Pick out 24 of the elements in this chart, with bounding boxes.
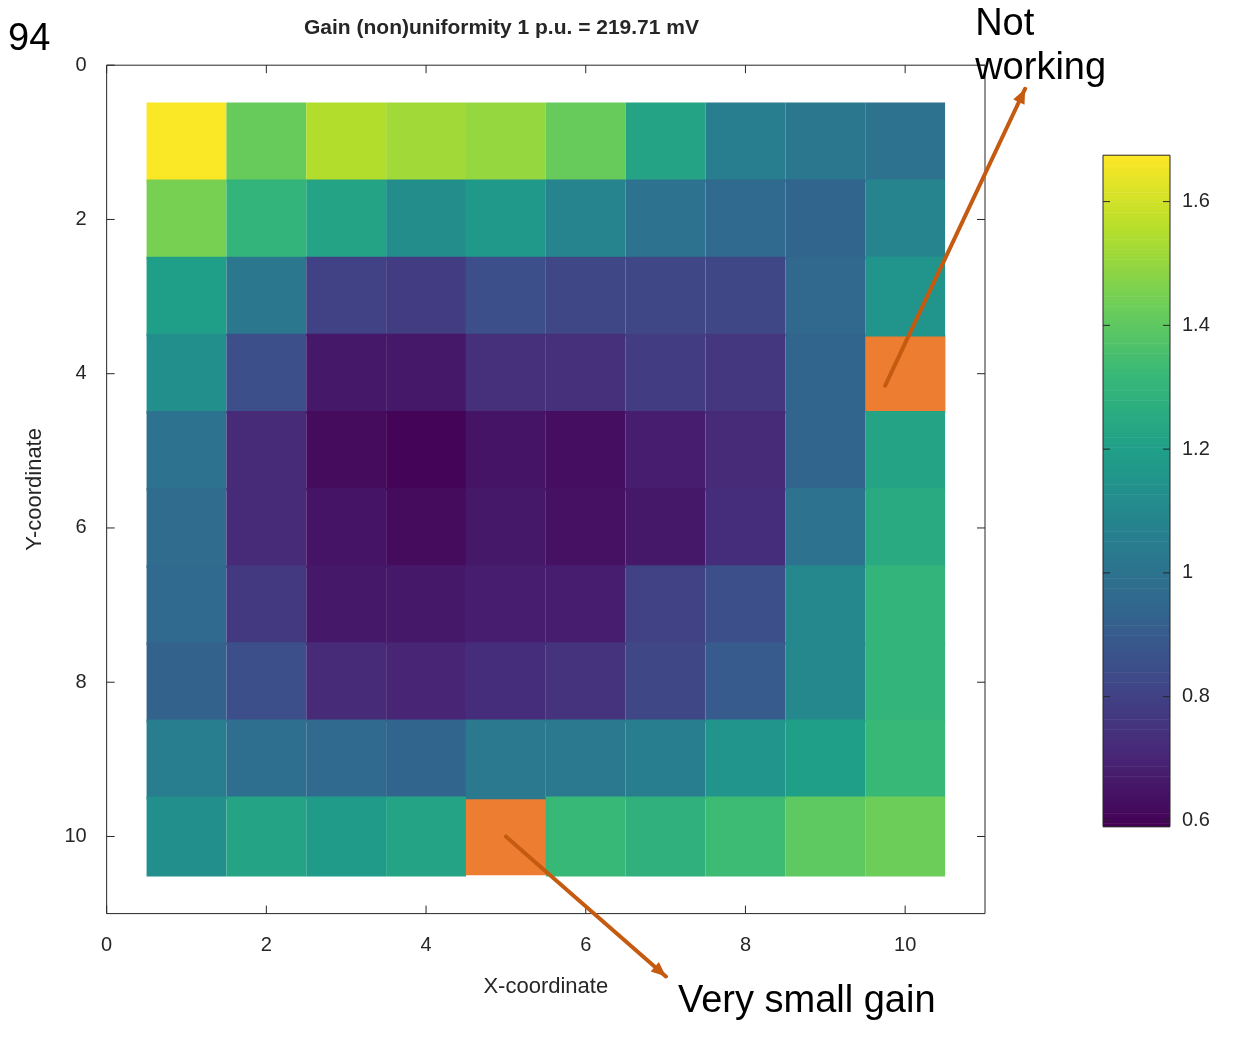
- color-bar-label: 1: [1182, 560, 1194, 583]
- color-bar-label: 1.6: [1182, 189, 1210, 212]
- text: 94: [8, 16, 51, 58]
- x-tick-label: 0: [101, 933, 113, 956]
- color-bar-label: 0.8: [1182, 684, 1210, 707]
- chart-title: Gain (non)uniformity 1 p.u. = 219.71 mV: [304, 15, 699, 39]
- annotation: Not working: [974, 0, 1107, 87]
- x-tick-label: 8: [739, 933, 752, 956]
- color-bar-label: 1.2: [1182, 436, 1210, 459]
- color-bar-label: 0.6: [1182, 807, 1210, 830]
- x-tick-label: 4: [420, 933, 432, 956]
- y-tick-label: 0: [75, 52, 87, 75]
- x-tick-label: 2: [260, 933, 272, 956]
- y-axis-title: Y-coordinate: [21, 428, 47, 551]
- y-tick-label: 10: [64, 823, 87, 846]
- x-tick-label: 10: [894, 933, 917, 956]
- y-tick-label: 6: [75, 515, 87, 538]
- y-tick-label: 4: [75, 361, 87, 384]
- y-tick-label: 2: [75, 206, 87, 229]
- color-bar-label: 1.4: [1182, 312, 1210, 335]
- x-axis-title: X-coordinate: [483, 972, 609, 998]
- x-tick-label: 6: [580, 933, 592, 956]
- text: Very small gain: [677, 978, 936, 1021]
- y-tick-label: 8: [75, 669, 87, 692]
